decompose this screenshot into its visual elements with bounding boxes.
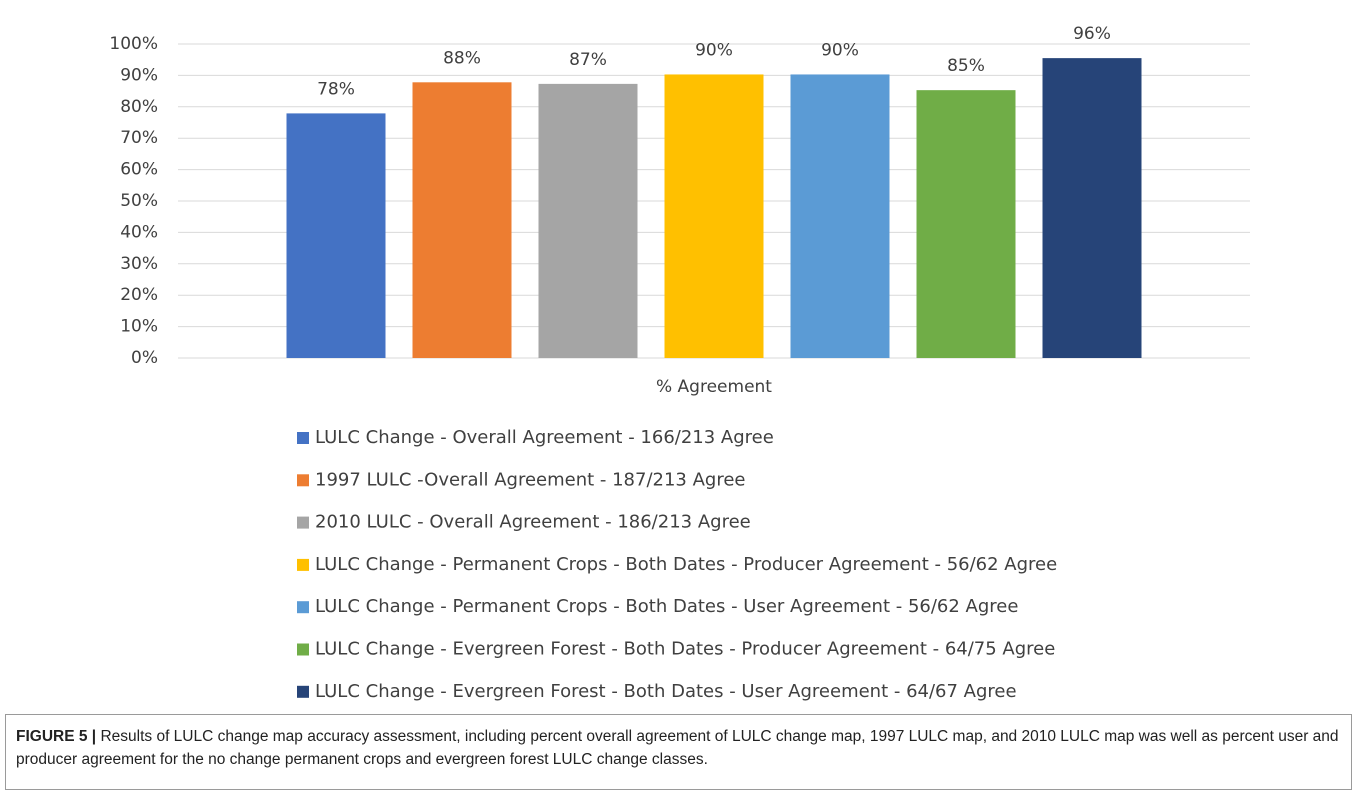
y-tick-label: 0% xyxy=(131,348,158,368)
bar xyxy=(538,83,638,359)
value-label: 78% xyxy=(317,79,355,99)
y-tick-label: 90% xyxy=(120,65,158,85)
caption: FIGURE 5 | Results of LULC change map ac… xyxy=(5,714,1352,790)
y-tick-label: 60% xyxy=(120,160,158,180)
y-tick-label: 10% xyxy=(120,317,158,337)
x-tick-label: % Agreement xyxy=(656,377,772,397)
y-tick-label: 70% xyxy=(120,128,158,148)
legend-label: 2010 LULC - Overall Agreement - 186/213 … xyxy=(315,512,751,533)
legend-swatch xyxy=(297,643,309,656)
legend-label: 1997 LULC -Overall Agreement - 187/213 A… xyxy=(315,469,746,490)
legend-label: LULC Change - Overall Agreement - 166/21… xyxy=(315,427,774,448)
bar xyxy=(1042,58,1142,358)
value-label: 88% xyxy=(443,48,481,68)
bar xyxy=(790,74,890,358)
y-tick-label: 100% xyxy=(109,34,158,54)
value-label: 85% xyxy=(947,56,985,76)
y-tick-label: 20% xyxy=(120,285,158,305)
legend-swatch xyxy=(297,685,309,698)
value-label: 90% xyxy=(821,40,859,60)
legend-swatch xyxy=(297,474,309,487)
value-label: 87% xyxy=(569,50,607,70)
legend-swatch xyxy=(297,432,309,444)
value-label: 96% xyxy=(1073,24,1111,44)
bar xyxy=(412,82,512,359)
bar xyxy=(664,74,764,358)
bar xyxy=(916,90,1016,359)
value-label: 90% xyxy=(695,40,733,60)
y-tick-label: 80% xyxy=(120,97,158,117)
legend-swatch xyxy=(297,558,309,571)
legend-label: LULC Change - Evergreen Forest - Both Da… xyxy=(315,639,1055,660)
caption-text: Results of LULC change map accuracy asse… xyxy=(16,728,1339,768)
y-tick-label: 50% xyxy=(120,191,158,211)
legend-swatch xyxy=(297,601,309,614)
caption-label: FIGURE 5 | xyxy=(16,728,97,745)
legend-label: LULC Change - Evergreen Forest - Both Da… xyxy=(315,681,1017,702)
chart: 0% 10% 20% 30% 40% 50% 60% 70% 80% 90% 100% % Agree… xyxy=(109,24,1250,702)
legend-label: LULC Change - Permanent Crops - Both Dat… xyxy=(315,554,1057,575)
y-tick-label: 30% xyxy=(120,254,158,274)
legend-label: LULC Change - Permanent Crops - Both Dat… xyxy=(315,596,1018,617)
y-tick-label: 40% xyxy=(120,222,158,242)
bar xyxy=(286,113,386,358)
legend-swatch xyxy=(297,516,309,529)
